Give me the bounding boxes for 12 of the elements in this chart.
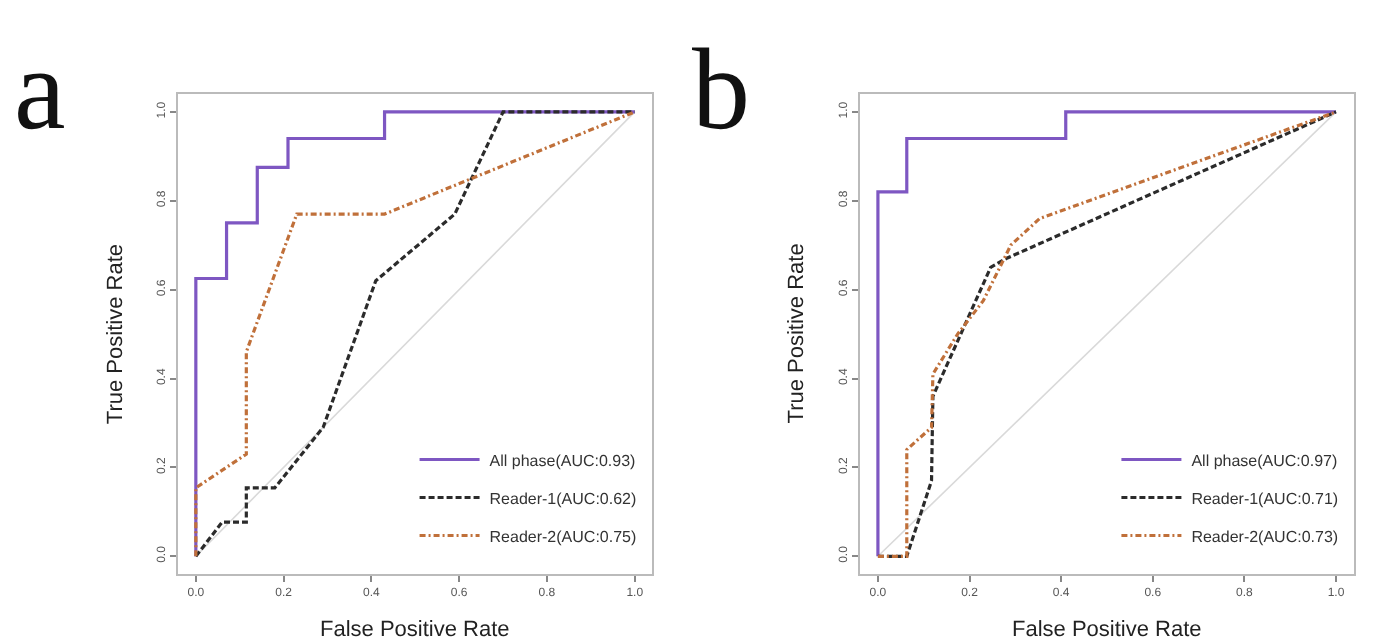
y-axis-title: True Positive Rate	[104, 244, 129, 425]
legend-label: All phase(AUC:0.97)	[1191, 451, 1338, 470]
legend-label: All phase(AUC:0.93)	[489, 451, 637, 470]
chart-title: a	[14, 24, 66, 154]
x-axis-title: False Positive Rate	[320, 618, 510, 640]
legend-label: Reader-2(AUC:0.73)	[1191, 527, 1339, 546]
chart-title: b	[692, 24, 750, 154]
y-axis-title: True Positive Rate	[785, 243, 810, 424]
legend-label: Reader-2(AUC:0.75)	[489, 527, 637, 546]
legend-label: Reader-1(AUC:0.71)	[1191, 489, 1339, 508]
legend-label: Reader-1(AUC:0.62)	[489, 489, 637, 508]
x-axis-title: False Positive Rate	[1012, 618, 1202, 640]
